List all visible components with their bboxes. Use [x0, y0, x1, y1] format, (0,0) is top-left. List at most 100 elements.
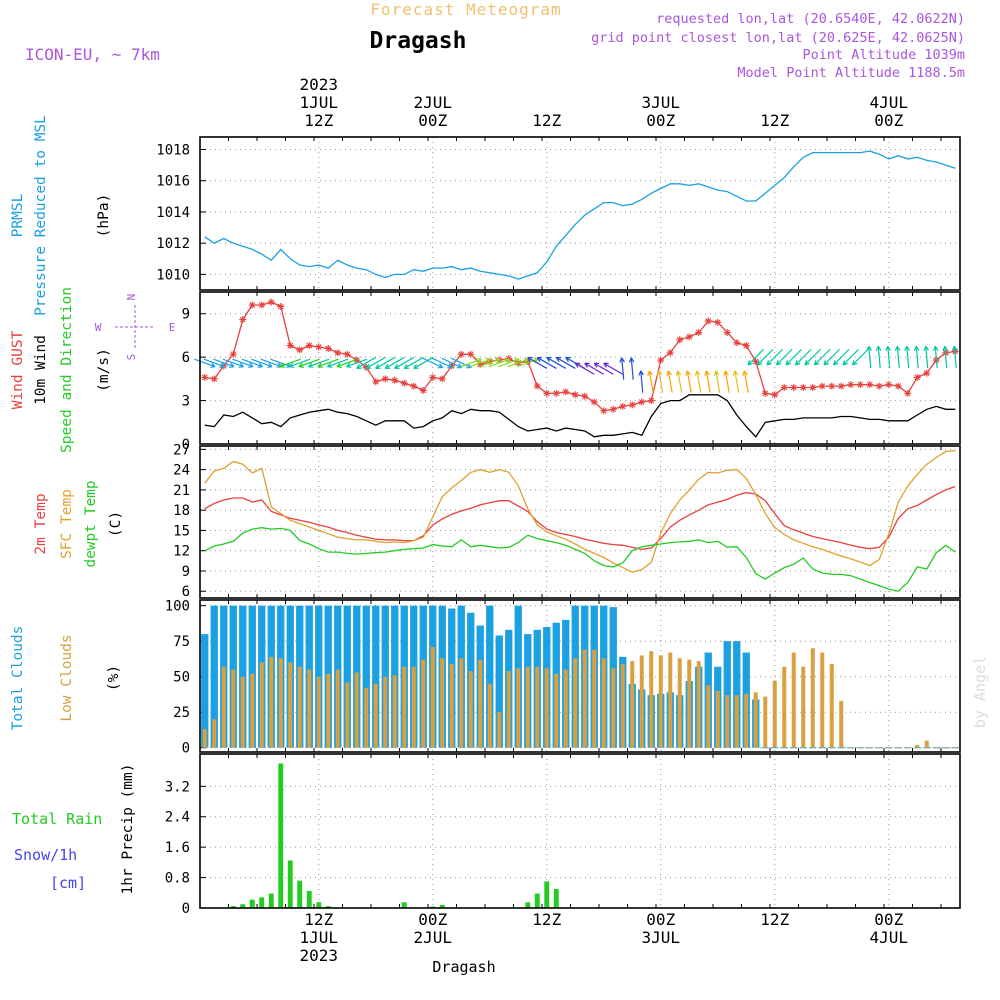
- low-cloud-bar: [658, 655, 663, 748]
- time-label-bottom: 12Z: [304, 910, 333, 929]
- wind-arrow: [584, 362, 605, 375]
- wind-arrow-head: [437, 363, 444, 369]
- low-cloud-bar: [820, 652, 825, 748]
- gust-marker: [343, 350, 351, 358]
- wind-arrow-head: [536, 356, 543, 362]
- wind-arrow: [944, 346, 948, 369]
- time-label-top: 1JUL: [299, 93, 338, 112]
- low-cloud-bar: [421, 659, 426, 748]
- wind-arrow: [394, 356, 415, 369]
- wind-arrow: [640, 370, 644, 393]
- wind-arrow: [686, 370, 692, 393]
- wind-arrow-head: [257, 362, 264, 368]
- low-cloud-bar: [839, 700, 844, 748]
- y-tick-label: 15: [173, 523, 190, 539]
- wind-arrow-head: [584, 362, 590, 368]
- wind-arrow-head: [495, 357, 501, 364]
- precip-panel: 0 0.8 1.6 2.4 3.2 1hr Precip (mm) Total Rain Sn…: [12, 753, 961, 917]
- low-cloud-bar: [734, 695, 739, 748]
- wind-arrow: [507, 358, 529, 368]
- wind-arrow: [422, 357, 443, 369]
- wind-arrow-head: [866, 345, 872, 352]
- wind-arrow: [451, 357, 472, 369]
- low-cloud-bar: [563, 669, 568, 748]
- wind-arrow-head: [766, 359, 772, 366]
- point-altitude: Point Altitude 1039m: [802, 47, 965, 63]
- wind-arrow-head: [476, 357, 482, 364]
- wind-arrow: [555, 356, 576, 369]
- gust-marker: [847, 381, 855, 389]
- low-cloud-bar: [782, 666, 787, 748]
- wind-arrow-head: [804, 359, 810, 366]
- wind-arrow-head: [365, 363, 372, 370]
- wind-arrow-head: [756, 359, 763, 366]
- wind-arrow-head: [647, 370, 653, 376]
- low-cloud-bar: [430, 646, 435, 748]
- low-cloud-bar: [411, 666, 416, 748]
- gust-marker: [638, 398, 646, 406]
- wind-arrow: [527, 356, 548, 369]
- clouds-panel: 0 25 50 75 100 Total Clouds Low Clouds (%): [10, 599, 961, 757]
- time-label-top: 00Z: [418, 111, 447, 130]
- gust-marker: [543, 389, 551, 397]
- low-cloud-bar: [449, 663, 454, 748]
- wind-arrow: [934, 346, 938, 369]
- wind-arrow: [574, 362, 595, 375]
- wind-arrow: [603, 362, 624, 375]
- wind-arrow: [384, 356, 405, 369]
- total-cloud-bar: [210, 605, 218, 748]
- low-cloud-bar: [354, 672, 359, 748]
- wind-arrow-head: [851, 359, 858, 366]
- y-axis-label: Pressure Reduced to MSL: [33, 115, 49, 316]
- wind-arrow-head: [345, 362, 352, 368]
- wind-arrow: [925, 346, 929, 369]
- y-axis-label: PRMSL: [10, 193, 26, 237]
- rain-bar: [553, 888, 559, 908]
- wind-arrow-head: [742, 370, 748, 376]
- wind-arrow: [724, 370, 730, 393]
- y-axis-label: SFC Temp: [59, 489, 75, 559]
- time-label-bottom: 00Z: [418, 910, 447, 929]
- wind-arrow-head: [603, 362, 609, 368]
- gust-marker: [837, 382, 845, 390]
- low-cloud-bar: [791, 652, 796, 748]
- wind-arrow-head: [951, 345, 958, 352]
- wind-arrow-head: [504, 357, 511, 364]
- y-tick-label: 0: [182, 741, 190, 757]
- low-cloud-bar: [639, 655, 644, 748]
- temp-frame: [199, 445, 961, 599]
- gust-marker: [856, 381, 864, 389]
- low-cloud-bar: [326, 673, 331, 748]
- wind-arrow: [766, 348, 783, 366]
- rain-bar: [230, 906, 236, 908]
- gust-marker: [647, 397, 655, 405]
- gust-marker: [723, 329, 731, 337]
- total-cloud-bar: [495, 635, 503, 748]
- wind-arrow: [479, 358, 501, 368]
- wind-arrow: [915, 346, 919, 369]
- time-label-top: 12Z: [760, 111, 789, 130]
- rain-bar: [525, 902, 531, 908]
- low-cloud-bar: [212, 719, 217, 748]
- wind-arrow: [469, 358, 491, 368]
- gust-marker: [780, 384, 788, 392]
- total-cloud-bar: [372, 605, 380, 748]
- gust-marker: [866, 381, 874, 389]
- gust-marker: [334, 349, 342, 357]
- wind-arrow: [222, 358, 244, 368]
- low-cloud-bar: [221, 666, 226, 748]
- wind-arrow: [336, 358, 358, 368]
- wind-arrow: [734, 370, 740, 393]
- watermark: by Angel: [971, 656, 989, 728]
- wind-arrow: [327, 358, 349, 368]
- gust-marker: [248, 301, 256, 309]
- low-cloud-bar: [915, 744, 920, 748]
- rain-bar: [306, 890, 312, 908]
- wind-arrow: [747, 348, 764, 366]
- rain-bar: [297, 880, 303, 908]
- wind-arrow-head: [794, 359, 801, 366]
- low-cloud-bar: [487, 683, 492, 748]
- gust-marker: [733, 339, 741, 347]
- wind-frame: [199, 291, 961, 445]
